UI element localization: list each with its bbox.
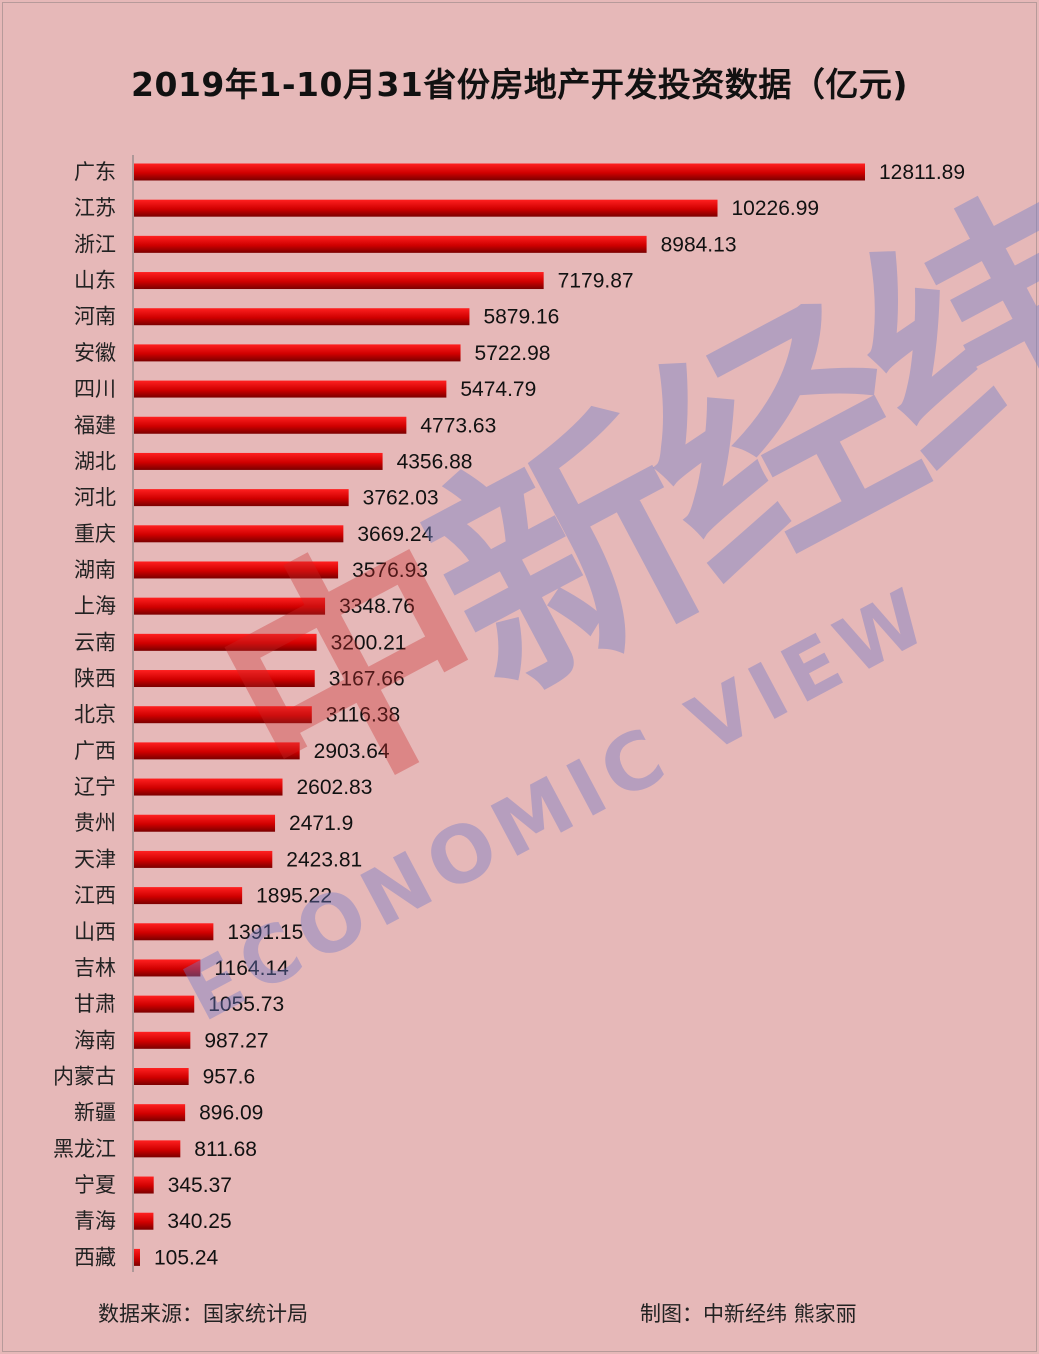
bar xyxy=(134,778,283,796)
value-label: 3576.93 xyxy=(352,559,428,582)
category-label: 海南 xyxy=(74,1028,116,1052)
category-label: 河北 xyxy=(74,486,116,510)
value-label: 4356.88 xyxy=(397,450,473,473)
category-label: 河南 xyxy=(74,305,116,329)
bar xyxy=(134,814,276,832)
category-label: 北京 xyxy=(74,703,116,727)
value-label: 987.27 xyxy=(204,1029,268,1052)
value-label: 3762.03 xyxy=(363,487,439,510)
bar xyxy=(134,561,339,579)
bar xyxy=(134,597,326,615)
bar xyxy=(134,1068,189,1085)
category-label: 广西 xyxy=(74,739,116,763)
bar xyxy=(134,1031,191,1049)
bar xyxy=(134,416,407,434)
category-label: 安徽 xyxy=(74,341,116,365)
bar xyxy=(134,1248,141,1266)
bar xyxy=(134,163,865,181)
chart-title: 2019年1-10月31省份房地产开发投资数据（亿元) xyxy=(131,65,908,104)
bar xyxy=(134,1104,186,1122)
category-label: 湖北 xyxy=(74,449,116,473)
category-label: 宁夏 xyxy=(74,1173,116,1197)
value-label: 2602.83 xyxy=(297,776,373,799)
category-label: 吉林 xyxy=(74,956,116,980)
value-label: 1055.73 xyxy=(208,993,284,1016)
value-label: 12811.89 xyxy=(879,161,965,184)
value-label: 3167.66 xyxy=(329,668,405,691)
category-label: 福建 xyxy=(74,413,116,437)
bar xyxy=(134,344,461,362)
category-label: 山东 xyxy=(74,269,116,293)
bar xyxy=(134,670,315,688)
bar xyxy=(134,1176,154,1194)
source-note: 数据来源：国家统计局 xyxy=(98,1302,308,1326)
category-label: 辽宁 xyxy=(74,775,116,799)
value-label: 10226.99 xyxy=(732,197,820,220)
category-label: 西藏 xyxy=(74,1245,116,1269)
category-label: 江苏 xyxy=(74,196,116,220)
value-label: 2423.81 xyxy=(286,848,362,871)
value-label: 1164.14 xyxy=(214,957,289,980)
value-label: 8984.13 xyxy=(661,233,737,256)
bar xyxy=(134,742,300,760)
category-label: 贵州 xyxy=(74,811,116,835)
bar xyxy=(134,235,647,253)
category-label: 青海 xyxy=(74,1209,116,1233)
category-label: 江西 xyxy=(74,884,116,908)
value-label: 345.37 xyxy=(168,1174,232,1197)
value-label: 105.24 xyxy=(154,1246,219,1269)
category-label: 陕西 xyxy=(74,667,116,691)
bar xyxy=(134,959,201,977)
value-label: 811.68 xyxy=(194,1138,257,1161)
category-label: 天津 xyxy=(74,847,116,871)
bar xyxy=(134,850,273,868)
bar xyxy=(134,923,214,941)
category-label: 山西 xyxy=(74,920,116,944)
bar xyxy=(134,199,718,217)
category-label: 甘肃 xyxy=(74,992,116,1016)
bar xyxy=(134,706,312,724)
value-label: 957.6 xyxy=(203,1066,256,1089)
category-label: 内蒙古 xyxy=(53,1065,116,1089)
category-label: 重庆 xyxy=(74,522,116,546)
value-label: 340.25 xyxy=(167,1210,231,1233)
bar xyxy=(134,1212,154,1230)
value-label: 2903.64 xyxy=(314,740,390,763)
category-label: 四川 xyxy=(74,377,116,401)
value-label: 1895.22 xyxy=(256,885,332,908)
value-label: 2471.9 xyxy=(289,812,353,835)
bar xyxy=(134,489,349,507)
value-label: 5474.79 xyxy=(460,378,536,401)
bar xyxy=(134,308,470,326)
value-label: 1391.15 xyxy=(227,921,303,944)
value-label: 3116.38 xyxy=(326,704,400,727)
category-label: 广东 xyxy=(74,160,116,184)
bar xyxy=(134,380,447,398)
bar xyxy=(134,525,344,543)
value-label: 4773.63 xyxy=(420,414,496,437)
bar xyxy=(134,633,317,651)
bar xyxy=(134,887,243,905)
value-label: 7179.87 xyxy=(558,270,634,293)
bar xyxy=(134,995,195,1013)
value-label: 5722.98 xyxy=(475,342,551,365)
value-label: 5879.16 xyxy=(483,306,559,329)
value-label: 3200.21 xyxy=(331,631,407,654)
bar xyxy=(134,1140,181,1158)
category-label: 黑龙江 xyxy=(53,1137,116,1161)
bar xyxy=(134,272,544,290)
category-label: 湖南 xyxy=(74,558,116,582)
category-label: 云南 xyxy=(74,630,116,654)
category-label: 上海 xyxy=(74,594,116,618)
credit-note: 制图：中新经纬 熊家丽 xyxy=(640,1302,857,1326)
bar xyxy=(134,452,383,470)
value-label: 3669.24 xyxy=(357,523,433,546)
value-label: 896.09 xyxy=(199,1102,263,1125)
category-label: 浙江 xyxy=(74,232,116,256)
value-label: 3348.76 xyxy=(339,595,415,618)
category-label: 新疆 xyxy=(74,1101,116,1125)
